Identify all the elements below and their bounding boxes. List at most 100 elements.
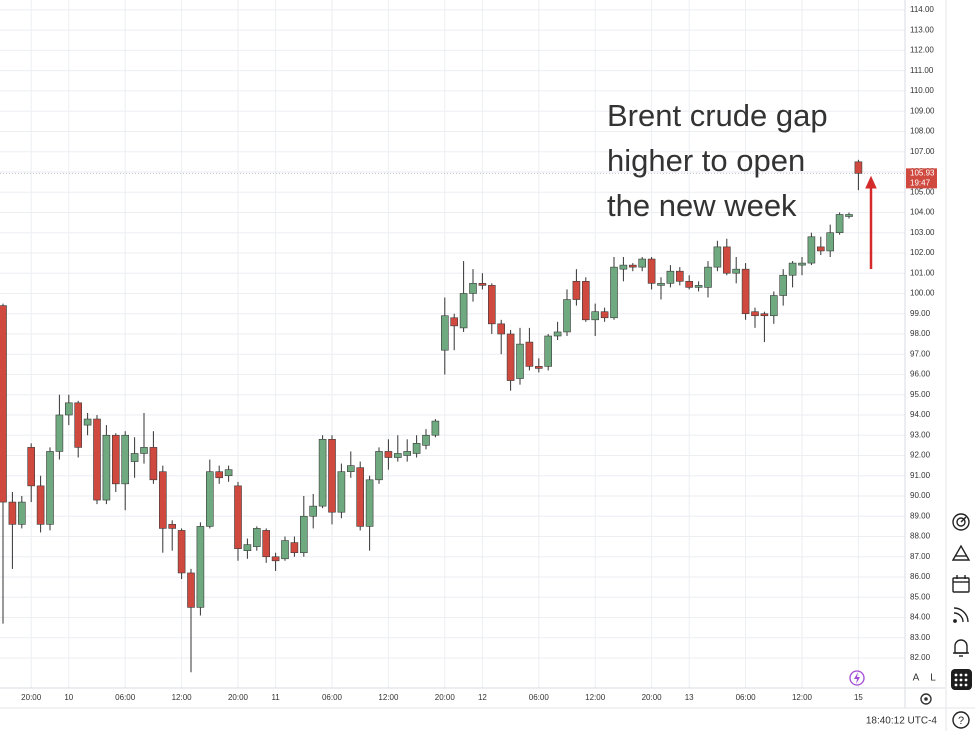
candle-body [760,313,769,317]
candle-body [450,317,459,327]
log-scale-button[interactable]: L [930,673,936,684]
x-tick-label: 12:00 [172,693,193,702]
candle-body [149,447,158,481]
candle-body [253,528,261,547]
x-tick-label: 20:00 [642,693,663,702]
y-tick-label: 109.00 [910,106,935,115]
candle-body [46,451,54,525]
y-tick-label: 103.00 [910,228,935,237]
apps-grid [954,673,968,687]
annotation-arrow [865,175,877,269]
candles [0,159,863,673]
x-tick-label: 13 [685,693,694,702]
candle-body [422,434,430,446]
candle-body [365,479,374,527]
candle-body [384,451,393,458]
candle-body [506,333,515,381]
x-tick-label: 10 [64,693,73,702]
help-mark: ? [958,715,964,727]
x-tick-label: 12:00 [378,693,399,702]
x-tick-label: 06:00 [322,693,343,702]
y-tick-label: 104.00 [910,208,935,217]
candle-body [328,438,336,513]
x-tick-label: 06:00 [736,693,757,702]
candle-body [55,414,64,452]
candle-body [788,262,797,276]
auto-scale-button[interactable]: A [913,673,920,684]
candle-body [206,471,214,527]
candle-body [628,264,637,268]
candle-body [281,540,289,560]
candle-body [666,270,675,284]
candle-body [309,505,318,517]
candle-body [732,268,741,274]
y-tick-label: 105.00 [910,187,935,196]
lightning-icon[interactable] [849,670,865,686]
y-tick-label: 84.00 [910,613,931,622]
y-tick-label: 108.00 [910,127,935,136]
ideas-icon[interactable] [951,544,971,561]
y-tick-label: 86.00 [910,572,931,581]
y-tick-label: 98.00 [910,329,931,338]
candle-body [600,311,609,319]
candle-body [74,402,82,448]
y-tick-label: 114.00 [910,5,934,14]
y-tick-label: 107.00 [910,147,935,156]
calendar-icon[interactable] [952,575,970,593]
y-tick-label: 95.00 [910,390,931,399]
x-tick-label: 20:00 [228,693,249,702]
axis-labels: 114.00 113.00 112.00 111.00 110.00 109.00 108.… [21,5,937,702]
candle-body [487,285,496,325]
candle-body [130,453,139,462]
candle-body [440,315,449,351]
candle-body [375,451,383,481]
candle-body [769,295,778,317]
candle-body [722,246,731,274]
candle-body [140,447,148,454]
candle-body [563,299,571,333]
y-tick-label: 94.00 [910,410,931,419]
candle-body [544,335,553,367]
candle-body [581,281,590,321]
candle-body [8,501,17,525]
candle-body [675,270,684,282]
candle-body [553,331,562,337]
candle-body [610,266,618,319]
candle-body [262,530,271,558]
annotation-line: the new week [607,188,797,223]
candle-body [845,214,853,217]
x-tick-label: 11 [271,693,280,702]
candle-body [393,453,402,458]
alerts-icon[interactable] [953,639,969,657]
y-tick-label: 85.00 [910,592,931,601]
last-price-tag [906,168,937,189]
last-price-label: 105.93 [910,168,935,177]
candle-body [704,266,712,288]
candle-body [290,542,299,554]
help-icon[interactable] [952,711,970,729]
y-tick-label: 91.00 [910,471,931,480]
y-tick-label: 88.00 [910,532,931,541]
y-tick-label: 102.00 [910,248,935,257]
candle-body [798,262,806,266]
candle-body [412,443,421,454]
y-tick-label: 100.00 [910,289,935,298]
candle-body [807,236,816,264]
y-tick-label: 96.00 [910,370,931,379]
candle-body [121,434,129,485]
candle-body [741,268,750,315]
watchlist-icon[interactable] [952,513,970,531]
news-icon[interactable] [953,607,969,623]
candle-body [525,341,534,367]
y-tick-label: 87.00 [910,552,931,561]
annotation-line: higher to open [607,143,805,178]
settings-button[interactable] [920,693,932,705]
candle-body [346,465,355,472]
candle-body [694,285,703,288]
candle-body [751,311,759,317]
candle-body [826,232,835,252]
candle-body [17,501,26,525]
candle-body [243,544,252,551]
